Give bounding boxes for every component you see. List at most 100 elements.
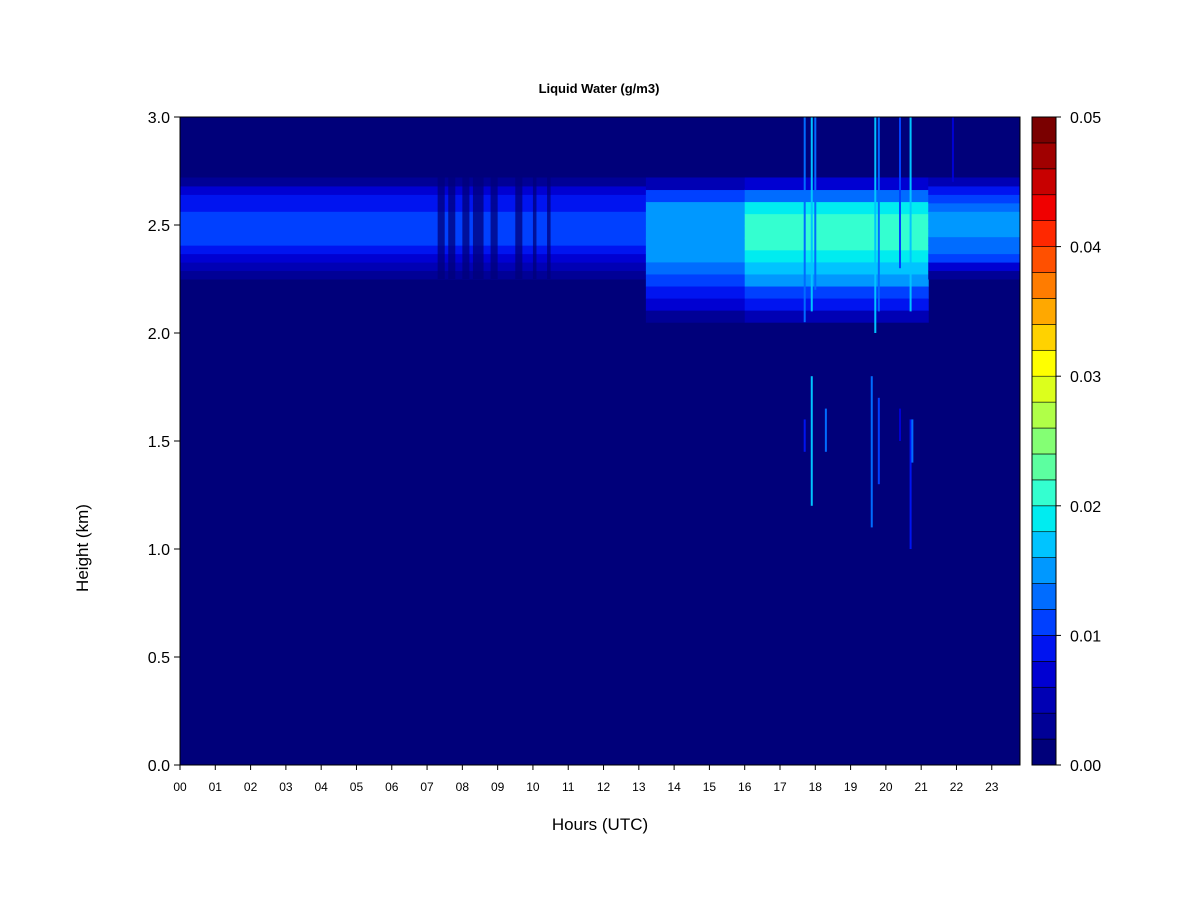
x-tick-label: 18 <box>809 780 823 794</box>
y-axis-label: Height (km) <box>73 504 92 592</box>
cloud-layer <box>645 177 746 323</box>
x-tick-label: 16 <box>738 780 752 794</box>
colorbar-swatch <box>1031 479 1057 507</box>
colorbar: 0.00 0.01 0.02 0.03 0.04 0.05 <box>1031 110 1101 775</box>
heatmap-spike <box>899 117 901 269</box>
x-tick-label: 15 <box>703 780 717 794</box>
heatmap-cell <box>744 310 929 323</box>
heatmap-cell <box>744 249 929 263</box>
y-tick-label: 2.5 <box>148 218 170 235</box>
heatmap-cell <box>180 185 647 195</box>
colorbar-swatch <box>1031 168 1057 196</box>
x-tick-label: 21 <box>914 780 928 794</box>
heatmap-cell <box>744 225 929 239</box>
colorbar-tick-label: 0.00 <box>1070 758 1101 775</box>
x-tick-label: 06 <box>385 780 399 794</box>
heatmap-spike <box>814 117 817 290</box>
heatmap-cell <box>744 189 929 203</box>
heatmap-spike <box>909 117 912 312</box>
y-tick-label: 0.0 <box>148 758 170 775</box>
y-axis: 0.0 0.5 1.0 1.5 2.0 2.5 3.0 <box>148 110 180 775</box>
heatmap-spike <box>803 419 806 452</box>
heatmap-cell <box>928 262 1020 272</box>
heatmap-spike <box>803 117 806 323</box>
y-tick-label: 3.0 <box>148 110 170 127</box>
heatmap-cell <box>744 261 929 275</box>
heatmap-cell <box>645 189 746 203</box>
heatmap-cell <box>928 177 1020 187</box>
heatmap-cell <box>744 237 929 251</box>
heatmap-spike <box>899 408 901 441</box>
heatmap-cell <box>645 249 746 263</box>
heatmap-cell <box>180 245 647 255</box>
colorbar-swatch <box>1031 375 1057 403</box>
heatmap-cell <box>928 270 1020 280</box>
colorbar-swatch <box>1031 505 1057 533</box>
heatmap-cell <box>744 298 929 311</box>
heatmap-cell <box>744 286 929 299</box>
cloud-layer <box>928 177 1020 280</box>
x-tick-label: 01 <box>209 780 223 794</box>
heatmap-spike <box>911 419 914 463</box>
x-tick-label: 13 <box>632 780 646 794</box>
colorbar-swatch <box>1031 194 1057 221</box>
x-axis: 00 01 02 03 04 05 06 07 08 09 10 11 12 13 14 15 16 17 18 19… <box>173 765 999 794</box>
heatmap-cell <box>645 261 746 275</box>
heatmap-cell <box>744 213 929 227</box>
heatmap-cell <box>645 177 746 191</box>
x-tick-label: 05 <box>350 780 364 794</box>
x-tick-label: 20 <box>879 780 893 794</box>
x-tick-label: 07 <box>420 780 434 794</box>
cloud-layer <box>744 177 929 323</box>
heatmap-spike <box>909 419 912 549</box>
heatmap-gap <box>515 177 523 279</box>
colorbar-swatch <box>1031 246 1057 273</box>
x-tick-label: 14 <box>667 780 681 794</box>
heatmap-cell <box>928 194 1020 204</box>
heatmap-cell <box>180 236 647 246</box>
colorbar-swatch <box>1031 609 1057 636</box>
heatmap-cell <box>645 273 746 287</box>
heatmap-gap <box>448 177 456 279</box>
cloud-layer <box>180 177 647 280</box>
y-tick-label: 1.0 <box>148 542 170 559</box>
heatmap-spike <box>810 376 813 506</box>
heatmap-spike <box>870 376 873 528</box>
plot-area <box>180 117 1020 765</box>
y-tick-label: 1.5 <box>148 434 170 451</box>
heatmap-cell <box>645 298 746 311</box>
heatmap-gap <box>462 177 470 279</box>
heatmap-cell <box>928 211 1020 221</box>
x-tick-label: 09 <box>491 780 505 794</box>
heatmap-cell <box>928 236 1020 246</box>
colorbar-swatch <box>1031 427 1057 455</box>
heatmap-spike <box>810 117 813 312</box>
heatmap-cell <box>645 310 746 323</box>
colorbar-swatch <box>1031 349 1057 377</box>
heatmap-cell <box>645 286 746 299</box>
heatmap-cell <box>645 213 746 227</box>
heatmap-cell <box>180 253 647 263</box>
heatmap-cell <box>928 185 1020 195</box>
colorbar-swatch <box>1031 557 1057 584</box>
colorbar-swatch <box>1031 531 1057 558</box>
heatmap-gap <box>547 177 551 279</box>
heatmap-cell <box>645 237 746 251</box>
colorbar-swatch <box>1031 324 1057 351</box>
colorbar-tick-label: 0.01 <box>1070 628 1101 645</box>
heatmap-cell <box>645 201 746 215</box>
x-tick-label: 10 <box>526 780 540 794</box>
x-tick-label: 03 <box>279 780 293 794</box>
x-tick-label: 02 <box>244 780 258 794</box>
heatmap-gap <box>532 177 537 279</box>
heatmap-spike <box>874 117 877 333</box>
x-tick-label: 11 <box>562 780 575 794</box>
colorbar-swatch <box>1031 116 1057 144</box>
y-tick-label: 2.0 <box>148 326 170 343</box>
colorbar-tick-label: 0.05 <box>1070 110 1101 127</box>
heatmap-cell <box>180 211 647 221</box>
heatmap-cell <box>180 219 647 229</box>
heatmap-cell <box>928 253 1020 263</box>
heatmap-cell <box>744 177 929 191</box>
